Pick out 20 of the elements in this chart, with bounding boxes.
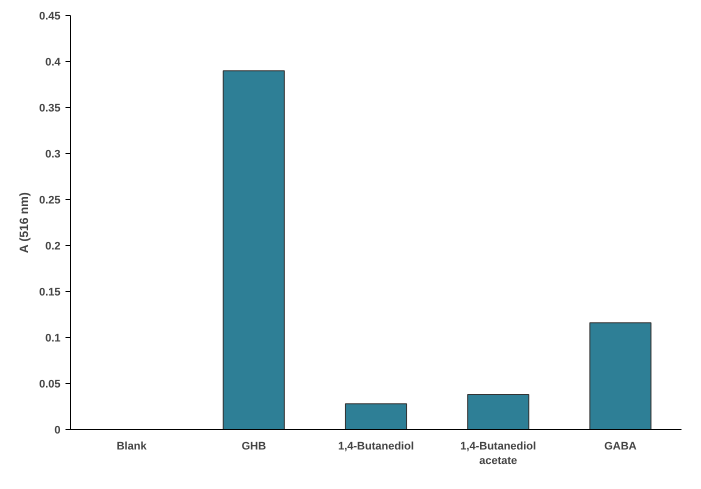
x-tick-label: GABA [604,440,637,452]
y-tick-label: 0.3 [45,148,61,160]
x-tick-label: 1,4-Butanediol acetate [460,440,536,467]
x-tick-label: 1,4-Butanediol [338,440,414,452]
y-tick-label: 0.25 [39,194,61,206]
y-tick-label: 0.45 [39,10,61,22]
y-axis-title: A (516 nm) [17,192,32,254]
y-tick-label: 0.35 [39,102,61,114]
x-tick-label: GHB [242,440,266,452]
y-tick-label: 0 [54,424,61,436]
y-tick-label: 0.4 [45,56,62,68]
y-tick-label: 0.15 [39,286,61,298]
x-tick-label: Blank [116,440,148,452]
y-tick-label: 0.05 [39,378,61,390]
bar [222,70,285,430]
bar [589,322,652,430]
y-tick-label: 0.2 [45,240,61,252]
y-tick-label: 0.1 [45,332,61,344]
bar [467,394,530,430]
bar [344,403,408,430]
